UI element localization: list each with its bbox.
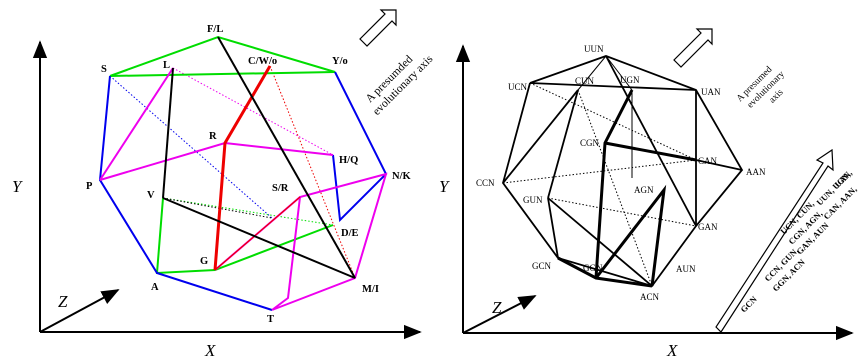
right-mutability-groups: UAN, UUN, UGN, CAN, AAN, UCN, CUN, CGN, … <box>738 168 858 315</box>
left-vertex-labels: F/L C/W/o Y/o S L R H/Q N/K P V S/R D/E … <box>86 24 412 325</box>
vertex-label-gan: GAN <box>698 222 718 232</box>
right-evolution-arrow <box>673 28 713 68</box>
left-hidden-edges <box>109 65 356 279</box>
vertex-label-r: R <box>209 131 217 142</box>
right-z-axis-label: Z <box>492 298 502 317</box>
left-evolution-caption: A presumded evolutionary axis <box>364 53 436 118</box>
vertex-label-fl: F/L <box>207 24 223 35</box>
left-black-edges <box>162 36 356 279</box>
vertex-label-yo: Y/o <box>332 56 348 67</box>
right-x-axis-label: X <box>666 341 678 360</box>
vertex-label-aan: AAN <box>746 167 766 177</box>
vertex-label-ugn: UGN <box>620 75 640 85</box>
left-red-edges <box>213 65 301 271</box>
right-hidden-edges <box>502 82 697 287</box>
left-panel: Y X Z A presumded evolutionary axis <box>12 9 436 360</box>
vertex-label-ggn: GGN <box>583 263 603 273</box>
right-panel: Y X Z A presumed evolutionary axis <box>439 28 859 360</box>
left-z-axis <box>39 289 120 333</box>
right-evolution-caption: A presumed evolutionary axis <box>735 65 787 111</box>
vertex-label-cun: CUN <box>575 76 595 86</box>
left-blue-edges <box>98 71 388 311</box>
right-y-axis-label: Y <box>439 177 450 196</box>
vertex-label-aun: AUN <box>676 264 696 274</box>
vertex-label-uan: UAN <box>701 87 721 97</box>
right-z-axis <box>462 295 537 334</box>
vertex-label-cgn: CGN <box>580 138 600 148</box>
vertex-label-s: S <box>101 64 107 75</box>
vertex-label-can: CAN <box>698 156 718 166</box>
vertex-label-l: L <box>163 60 170 71</box>
vertex-label-mi: M/I <box>362 284 379 295</box>
vertex-label-nk: N/K <box>392 171 412 182</box>
vertex-label-t: T <box>267 314 274 325</box>
vertex-label-gcn: GCN <box>532 261 552 271</box>
vertex-label-ucn: UCN <box>508 82 528 92</box>
vertex-label-uun: UUN <box>584 44 604 54</box>
vertex-label-gun: GUN <box>523 195 543 205</box>
left-y-axis-label: Y <box>12 177 23 196</box>
vertex-label-acn: ACN <box>640 292 660 302</box>
vertex-label-sr: S/R <box>272 183 289 194</box>
vertex-label-v: V <box>147 190 155 201</box>
vertex-label-de: D/E <box>341 228 359 239</box>
left-z-axis-label: Z <box>58 292 68 311</box>
vertex-label-ccn: CCN <box>476 178 495 188</box>
vertex-label-p: P <box>86 181 93 192</box>
right-thick-edges <box>557 89 697 288</box>
right-mutability-arrow <box>715 148 834 333</box>
left-x-axis-label: X <box>204 341 216 360</box>
vertex-label-agn: AGN <box>634 185 654 195</box>
vertex-label-hq: H/Q <box>339 155 358 166</box>
vertex-label-g: G <box>200 256 208 267</box>
vertex-label-a: A <box>151 282 159 293</box>
right-vertex-labels: UUN UCN CUN UGN UAN CGN CAN AAN CCN AGN … <box>476 44 766 302</box>
right-edges <box>502 55 744 288</box>
vertex-label-cwo: C/W/o <box>248 56 277 67</box>
left-evolution-arrow <box>359 9 397 47</box>
left-green-edges <box>109 35 336 275</box>
